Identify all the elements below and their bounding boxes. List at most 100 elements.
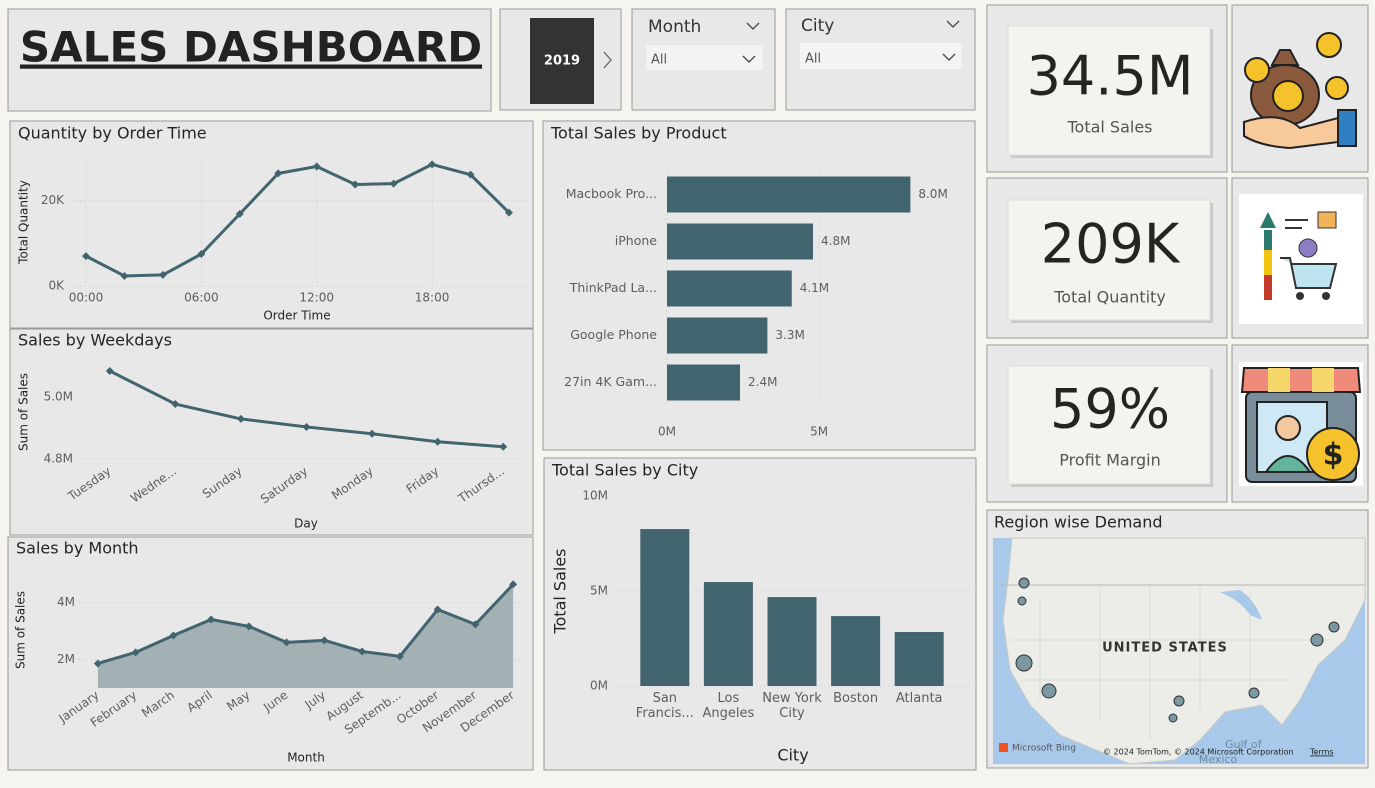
value-label: 4.8M [821, 234, 850, 248]
y-tick-label: 27in 4K Gam... [564, 374, 657, 389]
kpi-value: 209K [1041, 213, 1181, 276]
y-tick-label: Google Phone [570, 327, 657, 342]
map[interactable] [993, 537, 1366, 765]
marker [302, 422, 311, 431]
x-axis-title: City [777, 746, 808, 765]
x-tick-label: San Francis... [635, 691, 694, 721]
chevron[interactable] [746, 22, 760, 30]
y-tick-label: ThinkPad La... [569, 280, 657, 295]
bar [767, 597, 817, 686]
y-axis-title: Total Sales [551, 548, 570, 634]
marker [358, 647, 367, 656]
kpi-label: Total Quantity [1053, 288, 1166, 307]
year-label: 2019 [544, 54, 580, 69]
marker [428, 160, 437, 169]
marker [235, 209, 244, 218]
y-tick-label: 5.0M [44, 389, 73, 403]
dashboard-title: SALES DASHBOARD [20, 23, 482, 72]
chart-title: Sales by Month [16, 539, 139, 558]
y-tick-label: 10M [582, 489, 608, 503]
bar [667, 364, 741, 401]
next-arrow[interactable] [603, 51, 612, 69]
bar [667, 223, 814, 260]
x-tick-label: 00:00 [69, 291, 104, 305]
bar [831, 616, 881, 686]
map-terms[interactable]: Terms [1309, 748, 1334, 757]
y-axis-title: Total Quantity [17, 180, 31, 265]
chart-panel [9, 120, 534, 329]
x-tick-label-box: New York City [762, 691, 822, 721]
kpi-value: 34.5M [1027, 45, 1194, 108]
x-tick-label: Atlanta [895, 691, 943, 706]
marker [236, 414, 245, 423]
x-tick-label: 06:00 [184, 291, 219, 305]
marker [207, 615, 216, 624]
bar [703, 582, 753, 686]
chart-panel [9, 328, 534, 536]
dropdown-value: All [651, 53, 667, 68]
kpi-card [1007, 25, 1211, 156]
marker [368, 429, 377, 438]
chevron[interactable] [946, 20, 960, 28]
marker [105, 366, 114, 375]
marker [499, 442, 508, 451]
bar [894, 632, 944, 686]
x-axis-title: Day [294, 517, 318, 531]
value-label: 8.0M [918, 187, 947, 201]
marker [158, 270, 167, 279]
kpi-label: Total Sales [1066, 118, 1152, 137]
marker [244, 622, 253, 631]
marker [389, 179, 398, 188]
kpi-label: Profit Margin [1059, 451, 1160, 470]
y-tick-label: Macbook Pro... [566, 186, 657, 201]
y-tick-label: 0M [590, 679, 608, 693]
marker [433, 437, 442, 446]
line [85, 162, 511, 278]
map-title: Region wise Demand [994, 513, 1163, 532]
chart-title: Sales by Weekdays [18, 331, 172, 350]
y-tick-label: iPhone [615, 233, 658, 248]
marker [120, 271, 129, 280]
store-icon: $ [1239, 362, 1363, 486]
chart-title: Quantity by Order Time [18, 124, 207, 143]
value-label: 3.3M [775, 328, 804, 342]
map-attribution: © 2024 TomTom, © 2024 Microsoft Corporat… [1103, 748, 1294, 757]
x-tick-label-box: Atlanta [895, 691, 943, 706]
map-provider: Microsoft Bing [1012, 744, 1076, 754]
dropdown[interactable] [646, 45, 763, 70]
x-tick-label: New York City [762, 691, 822, 721]
marker [395, 652, 404, 661]
year-button[interactable] [530, 18, 594, 104]
dropdown[interactable] [800, 43, 962, 69]
marker [93, 659, 102, 668]
marker [312, 162, 321, 171]
x-tick-label: Los Angeles [702, 691, 755, 721]
chevron [742, 55, 756, 63]
y-axis-title: Sum of Sales [14, 591, 28, 669]
x-tick-label-box: San Francis... [635, 691, 694, 721]
y-tick-label: 0K [48, 279, 65, 293]
y-tick-label: 4.8M [44, 451, 73, 465]
marker [169, 631, 178, 640]
y-tick-label: 5M [590, 584, 608, 598]
line [97, 583, 515, 665]
y-tick-label: 20K [41, 193, 65, 207]
marker [197, 250, 206, 258]
marker [274, 169, 283, 178]
x-tick-label: 5M [810, 425, 828, 439]
bar [667, 270, 792, 307]
kpi-value: 59% [1050, 378, 1170, 441]
kpi-card [1007, 199, 1211, 321]
marker [509, 580, 518, 589]
marker [171, 400, 180, 409]
x-axis-title: Order Time [263, 309, 330, 323]
chart-panel [543, 457, 977, 771]
value-label: 2.4M [748, 375, 777, 389]
x-tick-label: 12:00 [299, 291, 334, 305]
x-tick-label: 0M [658, 425, 676, 439]
chevron [942, 53, 956, 61]
x-tick-label: 18:00 [415, 291, 450, 305]
slicer-label: Month [648, 17, 701, 37]
